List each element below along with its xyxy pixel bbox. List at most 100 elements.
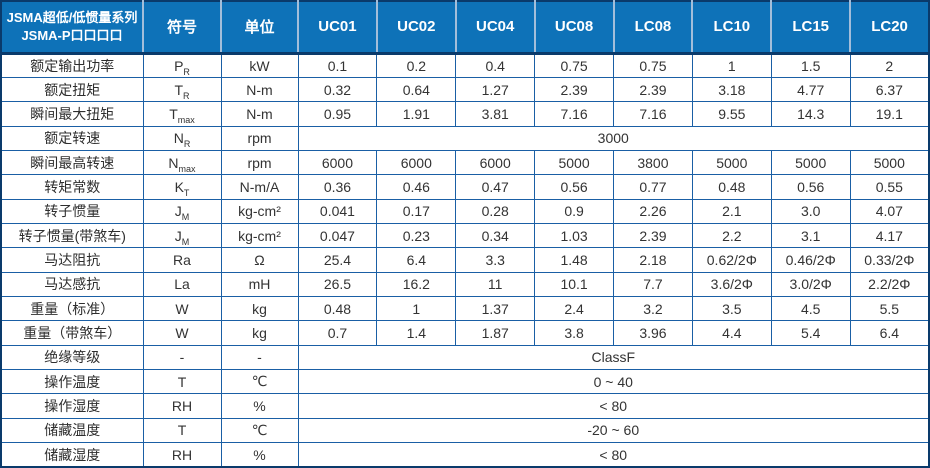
row-unit: kW — [220, 52, 299, 78]
value-cell-lc10: 3.18 — [691, 76, 772, 103]
value-cell-lc15: 3.0 — [770, 198, 851, 224]
table-body: 额定输出功率 PR kW 0.1 0.2 0.4 0.75 0.75 1 1.5 2 额定扭矩 TR N-… — [0, 52, 930, 468]
value-cell-uc04: 0.28 — [455, 198, 536, 224]
row-symbol: La — [142, 271, 222, 297]
table-row: 操作湿度 RH% < 80 — [0, 393, 930, 419]
value-cell-uc08: 1.03 — [534, 222, 614, 249]
symbol-subscript: M — [181, 212, 190, 223]
table-row: 额定输出功率 PR kW 0.1 0.2 0.4 0.75 0.75 1 1.5 2 — [0, 52, 930, 78]
value-cell-uc01: 0.36 — [297, 174, 378, 200]
value-cell-lc20: 5.5 — [849, 295, 930, 322]
value-cell-lc20: 4.07 — [849, 198, 930, 224]
row-unit: kg — [220, 320, 299, 346]
value-cell-uc04: 0.34 — [455, 222, 536, 249]
row-unit: kg-cm² — [220, 222, 299, 249]
value-cell-uc02: 0.64 — [376, 76, 457, 103]
value-cell-lc08: 3.2 — [613, 295, 693, 322]
symbol-subscript: T — [183, 187, 190, 198]
value-cell-lc15: 0.56 — [770, 174, 851, 200]
table-row: 转矩常数 KT N-m/A 0.36 0.46 0.47 0.56 0.77 0.48 0.56 0… — [0, 174, 930, 200]
symbol-subscript: R — [183, 139, 191, 149]
row-label: 瞬间最高转速 — [0, 149, 144, 176]
row-unit: kg — [220, 295, 299, 322]
row-symbol: T — [142, 417, 222, 444]
value-cell-lc20: 2.2/2Φ — [849, 271, 930, 297]
row-unit: - — [220, 344, 299, 370]
value-cell-uc08: 5000 — [534, 149, 614, 176]
value-cell-lc15: 1.5 — [770, 52, 851, 78]
value-cell-uc02: 1 — [376, 295, 457, 322]
value-cell-lc10: 0.48 — [691, 174, 772, 200]
row-label: 重量（带煞车） — [0, 320, 144, 346]
value-cell-lc15: 14.3 — [770, 101, 851, 127]
row-symbol: Tmax — [142, 101, 222, 127]
value-cell-lc15: 3.0/2Φ — [770, 271, 851, 297]
col-header-model-lc15: LC15 — [770, 1, 851, 55]
row-symbol: - — [142, 344, 222, 370]
value-cell-uc04: 1.27 — [455, 76, 536, 103]
row-label: 额定转速 — [0, 125, 144, 151]
value-cell-uc04: 0.4 — [455, 52, 536, 78]
value-cell-lc15: 0.46/2Φ — [770, 247, 851, 273]
row-symbol: T — [142, 368, 222, 395]
row-unit: ℃ — [220, 368, 299, 395]
col-header-model-uc08: UC08 — [533, 1, 614, 55]
value-cell-lc10: 3.5 — [691, 295, 772, 322]
row-unit: kg-cm² — [220, 198, 299, 224]
symbol-subscript: R — [183, 90, 190, 101]
row-symbol: Ra — [142, 247, 222, 273]
value-cell-lc15: 4.77 — [770, 76, 851, 103]
merged-value-cell: ClassF — [297, 344, 930, 370]
value-cell-uc02: 16.2 — [376, 271, 457, 297]
row-symbol: TR — [142, 76, 222, 103]
value-cell-uc08: 3.8 — [534, 320, 614, 346]
table-row: 额定转速 NR rpm 3000 — [0, 125, 930, 151]
symbol-subscript: M — [181, 236, 190, 247]
col-header-symbol: 符号 — [142, 1, 221, 55]
value-cell-uc08: 2.39 — [534, 76, 614, 103]
table-row: 储藏温度 T ℃ -20 ~ 60 — [0, 417, 930, 444]
value-cell-lc08: 2.26 — [613, 198, 693, 224]
value-cell-lc08: 2.39 — [613, 76, 693, 103]
row-label: 转子惯量(带煞车) — [0, 222, 144, 249]
value-cell-uc08: 0.9 — [534, 198, 614, 224]
value-cell-uc02: 1.91 — [376, 101, 457, 127]
title-line-1: JSMA超低/低惯量系列 — [6, 10, 138, 26]
symbol-subscript: max — [178, 163, 196, 174]
row-label: 操作温度 — [0, 368, 144, 395]
value-cell-uc02: 6.4 — [376, 247, 457, 273]
value-cell-uc01: 6000 — [297, 149, 378, 176]
value-cell-lc08: 7.7 — [613, 271, 693, 297]
value-cell-lc20: 19.1 — [849, 101, 930, 127]
row-unit: rpm — [220, 125, 299, 151]
row-unit: % — [220, 442, 299, 468]
header-row: JSMA超低/低惯量系列 JSMA-P口口口口 符号 单位 UC01 UC02 UC… — [1, 1, 929, 55]
value-cell-lc08: 3.96 — [613, 320, 693, 346]
value-cell-uc02: 6000 — [376, 149, 457, 176]
col-header-model-uc04: UC04 — [454, 1, 535, 55]
merged-value-cell: 3000 — [297, 125, 930, 151]
row-symbol: PR — [142, 52, 222, 78]
row-symbol: Nmax — [142, 149, 222, 176]
row-label: 储藏湿度 — [0, 442, 144, 468]
row-symbol: W — [142, 295, 222, 322]
table-row: 绝缘等级 - - ClassF — [0, 344, 930, 370]
row-unit: Ω — [220, 247, 299, 273]
row-label: 马达阻抗 — [0, 247, 144, 273]
value-cell-lc20: 4.17 — [849, 222, 930, 249]
row-unit: % — [220, 393, 299, 419]
row-label: 马达感抗 — [0, 271, 144, 297]
value-cell-lc08: 7.16 — [613, 101, 693, 127]
col-header-model-uc01: UC01 — [297, 1, 377, 55]
col-header-model-lc20: LC20 — [849, 1, 929, 55]
value-cell-uc02: 0.17 — [376, 198, 457, 224]
col-header-model-lc10: LC10 — [691, 1, 772, 55]
value-cell-uc04: 6000 — [455, 149, 536, 176]
value-cell-lc10: 4.4 — [691, 320, 772, 346]
value-cell-uc01: 0.48 — [297, 295, 378, 322]
value-cell-uc08: 10.1 — [534, 271, 614, 297]
value-cell-uc04: 11 — [455, 271, 536, 297]
value-cell-lc20: 0.33/2Φ — [849, 247, 930, 273]
